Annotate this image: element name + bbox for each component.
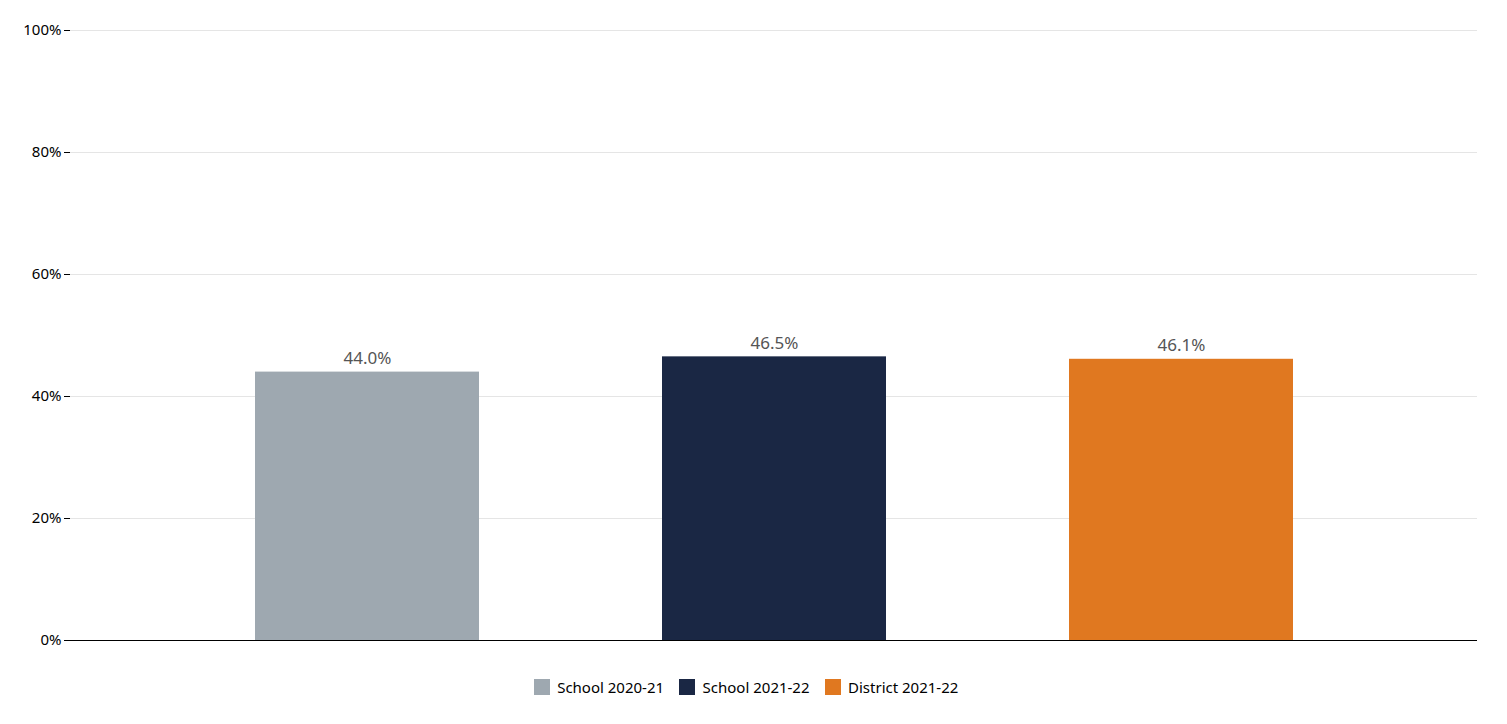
svg-text:100%: 100% [23,19,61,39]
svg-text:80%: 80% [32,141,62,161]
html-text:School 2020-21: School 2020-21 [557,676,665,697]
html-text:District 2021-22: District 2021-22 [848,676,959,697]
html-text:School 2021-22: School 2021-22 [702,676,810,697]
svg-text:60%: 60% [32,263,62,283]
svg-text:0%: 0% [40,629,61,649]
svg-text:44.0%: 44.0% [344,346,392,369]
svg-text:46.5%: 46.5% [751,331,799,354]
svg-text:20%: 20% [32,507,62,527]
svg-text:46.1%: 46.1% [1158,333,1206,356]
svg-text:40%: 40% [32,385,62,405]
